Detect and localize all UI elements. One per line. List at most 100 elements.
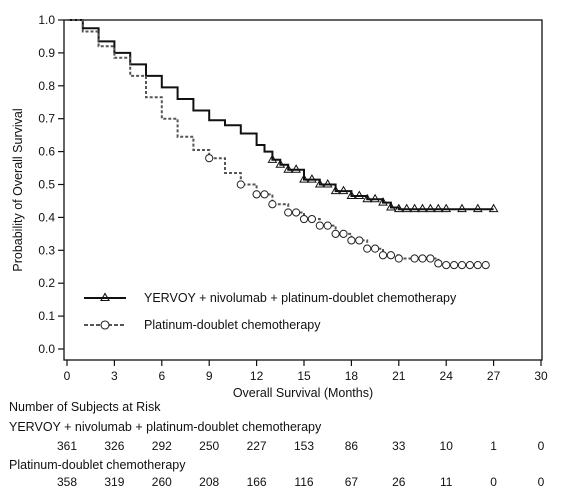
y-tick-label: 0.9 bbox=[38, 46, 55, 60]
legend-label-yervoy: YERVOY + nivolumab + platinum-doublet ch… bbox=[144, 291, 457, 305]
risk-count: 0 bbox=[490, 475, 497, 489]
censor-marker-triangle bbox=[338, 185, 349, 195]
y-tick-label: 0.1 bbox=[38, 309, 55, 323]
x-tick-label: 27 bbox=[487, 369, 501, 383]
y-tick-label: 0.7 bbox=[38, 112, 55, 126]
censor-marker-triangle bbox=[370, 193, 380, 203]
censor-marker-triangle bbox=[275, 159, 286, 168]
risk-table: Number of Subjects at Risk YERVOY + nivo… bbox=[9, 400, 545, 489]
legend-label-chemo: Platinum-doublet chemotherapy bbox=[144, 318, 321, 332]
y-tick-label: 0.2 bbox=[38, 276, 55, 290]
censor-marker-triangle bbox=[362, 193, 373, 203]
risk-count: 0 bbox=[538, 439, 545, 453]
risk-count: 227 bbox=[247, 439, 267, 453]
censor-marker-circle bbox=[386, 251, 395, 260]
risk-count: 67 bbox=[345, 475, 359, 489]
censor-marker-circle bbox=[299, 214, 309, 224]
risk-count: 116 bbox=[294, 475, 313, 489]
x-axis-title: Overall Survival (Months) bbox=[233, 386, 373, 400]
series-group bbox=[67, 19, 499, 270]
risk-count: 33 bbox=[392, 439, 406, 453]
censor-marker-circle bbox=[307, 214, 316, 224]
censor-marker-circle bbox=[331, 229, 340, 238]
censor-marker-triangle bbox=[299, 174, 309, 183]
censor-marker-circle bbox=[394, 254, 403, 263]
censor-marker-circle bbox=[481, 261, 490, 270]
censor-marker-triangle bbox=[386, 202, 396, 211]
censor-marker-circle bbox=[355, 236, 364, 245]
censor-marker-triangle bbox=[401, 203, 412, 213]
censor-marker-circle bbox=[260, 190, 269, 199]
risk-count: 319 bbox=[104, 475, 124, 489]
risk-count: 292 bbox=[152, 439, 172, 453]
risk-row-yervoy: 361 326 292 250 227 153 86 33 10 1 0 bbox=[57, 439, 545, 453]
censor-marker-triangle bbox=[378, 197, 388, 206]
censor-marker-circle bbox=[268, 200, 277, 209]
x-tick-label: 18 bbox=[345, 369, 359, 383]
risk-count: 11 bbox=[440, 475, 453, 489]
risk-count: 26 bbox=[392, 475, 406, 489]
censor-marker-circle bbox=[339, 229, 348, 238]
y-tick-label: 0.3 bbox=[38, 243, 55, 257]
censor-marker-circle bbox=[315, 221, 324, 230]
x-tick-label: 30 bbox=[534, 369, 548, 383]
plot-frame bbox=[63, 19, 543, 361]
censor-marker-triangle bbox=[457, 203, 467, 213]
y-tick-label: 1.0 bbox=[38, 13, 55, 27]
y-tick-label: 0.0 bbox=[38, 342, 55, 356]
censor-marker-circle bbox=[465, 261, 474, 270]
censor-marker-circle bbox=[292, 208, 301, 217]
censor-marker-circle bbox=[410, 254, 419, 263]
risk-count: 153 bbox=[294, 439, 314, 453]
censor-marker-triangle bbox=[322, 178, 333, 188]
censor-marker-triangle bbox=[314, 178, 325, 188]
x-tick-label: 21 bbox=[392, 369, 406, 383]
y-tick-label: 0.4 bbox=[38, 210, 55, 224]
censor-marker-triangle bbox=[417, 203, 428, 213]
censor-marker-triangle bbox=[393, 203, 404, 213]
risk-count: 208 bbox=[199, 475, 219, 489]
censor-marker-triangle bbox=[441, 203, 452, 213]
y-tick-label: 0.5 bbox=[38, 178, 55, 192]
censor-marker-circle bbox=[457, 261, 467, 270]
censor-marker-triangle bbox=[346, 190, 357, 200]
risk-count: 250 bbox=[199, 439, 219, 453]
y-tick-label: 0.6 bbox=[38, 145, 55, 159]
censor-marker-triangle bbox=[267, 154, 278, 163]
risk-count: 358 bbox=[57, 475, 77, 489]
x-tick-label: 24 bbox=[440, 369, 454, 383]
censor-marker-circle bbox=[347, 236, 356, 245]
y-tick-label: 0.8 bbox=[38, 79, 55, 93]
legend-circle-marker bbox=[100, 320, 110, 330]
risk-row-label-yervoy: YERVOY + nivolumab + platinum-doublet ch… bbox=[9, 420, 322, 434]
y-axis-ticks: 0.0 0.1 0.2 0.3 0.4 0.5 0.6 0.7 0.8 0.9 1.0 bbox=[38, 13, 64, 356]
censor-marker-circle bbox=[418, 254, 427, 263]
x-axis-ticks: 0 3 6 9 12 15 18 21 24 27 30 bbox=[64, 360, 548, 383]
censor-marker-triangle bbox=[409, 203, 420, 213]
risk-count: 166 bbox=[247, 475, 267, 489]
censor-marker-circle bbox=[252, 190, 261, 199]
risk-table-header: Number of Subjects at Risk bbox=[9, 400, 161, 414]
censor-marker-circle bbox=[434, 259, 443, 268]
censor-marker-triangle bbox=[472, 203, 483, 213]
censor-marker-circle bbox=[473, 261, 482, 270]
x-tick-label: 6 bbox=[158, 369, 165, 383]
censor-marker-triangle bbox=[330, 185, 341, 195]
x-tick-label: 9 bbox=[206, 369, 213, 383]
risk-row-chemo: 358 319 260 208 166 116 67 26 11 0 0 bbox=[57, 475, 545, 489]
risk-count: 326 bbox=[104, 439, 124, 453]
axes bbox=[63, 19, 543, 361]
censor-marker-circle bbox=[323, 221, 332, 230]
x-tick-label: 3 bbox=[111, 369, 118, 383]
x-tick-label: 12 bbox=[250, 369, 264, 383]
censor-marker-circle bbox=[236, 180, 245, 189]
censor-marker-circle bbox=[205, 154, 214, 163]
risk-count: 361 bbox=[57, 439, 77, 453]
censor-marker-circle bbox=[426, 254, 435, 263]
censor-marker-circle bbox=[363, 244, 372, 253]
risk-row-label-chemo: Platinum-doublet chemotherapy bbox=[9, 458, 186, 472]
censor-marker-triangle bbox=[425, 203, 436, 213]
censor-marker-circle bbox=[378, 251, 388, 260]
